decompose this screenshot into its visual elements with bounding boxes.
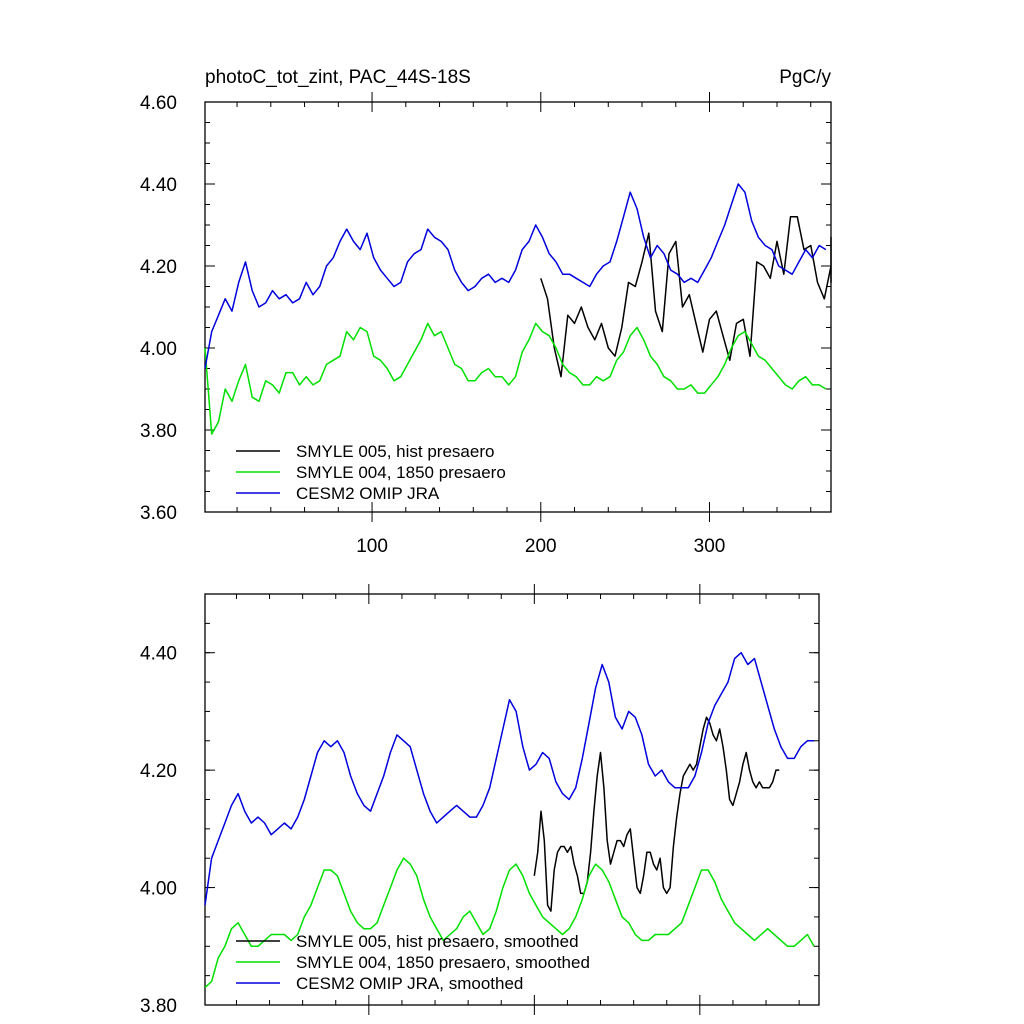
y-tick-label: 4.60 xyxy=(140,93,177,114)
bottom-panel-series xyxy=(204,651,815,988)
top-panel: 3.60 3.80 4.00 4.20 4.40 4.60 100 200 300 SMYLE … xyxy=(140,92,832,557)
y-tick-label: 4.40 xyxy=(140,175,177,196)
legend-label: CESM2 OMIP JRA, smoothed xyxy=(296,974,523,993)
top-panel-series xyxy=(204,183,832,435)
legend-label: SMYLE 004, 1850 presaero, smoothed xyxy=(296,953,590,972)
y-tick-label: 3.60 xyxy=(140,503,177,524)
legend-label: CESM2 OMIP JRA xyxy=(296,484,440,503)
x-tick-label: 300 xyxy=(694,536,726,557)
legend-label: SMYLE 005, hist presaero xyxy=(296,442,494,461)
y-tick-label: 3.80 xyxy=(140,421,177,442)
x-tick-label: 100 xyxy=(356,536,388,557)
x-tick-label: 200 xyxy=(525,536,557,557)
y-tick-label: 4.20 xyxy=(140,257,177,278)
top-panel-legend: SMYLE 005, hist presaero SMYLE 004, 1850 … xyxy=(236,442,506,503)
chart-units-label: PgC/y xyxy=(779,67,831,88)
legend-label: SMYLE 004, 1850 presaero xyxy=(296,463,506,482)
series-line-smyle005 xyxy=(533,716,780,912)
y-tick-label: 4.40 xyxy=(140,644,177,665)
series-line-smyle004 xyxy=(204,857,815,988)
legend-label: SMYLE 005, hist presaero, smoothed xyxy=(296,932,579,951)
top-panel-ticks: 3.60 3.80 4.00 4.20 4.40 4.60 100 200 300 xyxy=(140,92,831,557)
y-tick-label: 3.80 xyxy=(140,996,177,1017)
bottom-panel-legend: SMYLE 005, hist presaero, smoothed SMYLE … xyxy=(236,932,590,993)
series-line-cesm2 xyxy=(204,651,814,906)
bottom-panel: 3.80 4.00 4.20 4.40 SMYLE 005, hist presaer… xyxy=(140,584,820,1017)
y-tick-label: 4.00 xyxy=(140,339,177,360)
chart-title-left: photoC_tot_zint, PAC_44S-18S xyxy=(205,67,471,88)
series-line-cesm2 xyxy=(204,183,827,369)
series-line-smyle005 xyxy=(540,216,832,378)
bottom-panel-ticks: 3.80 4.00 4.20 4.40 xyxy=(140,584,819,1017)
y-tick-label: 4.20 xyxy=(140,761,177,782)
series-line-smyle004 xyxy=(204,322,827,435)
y-tick-label: 4.00 xyxy=(140,879,177,900)
